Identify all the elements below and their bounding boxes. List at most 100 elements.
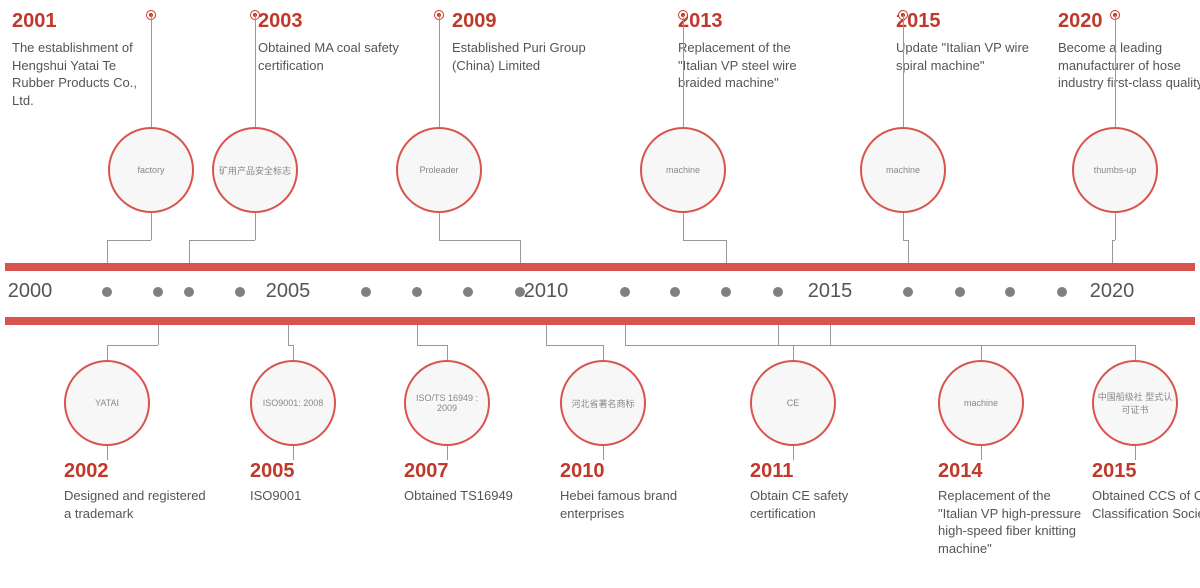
event-description: The establishment of Hengshui Yatai Te R… bbox=[12, 39, 162, 109]
connector bbox=[255, 15, 256, 127]
axis-labels: 2000 2005 2010 2015 2020 bbox=[0, 280, 1200, 308]
connector bbox=[903, 213, 904, 240]
connector bbox=[981, 345, 982, 360]
event-description: Hebei famous brand enterprises bbox=[560, 487, 710, 522]
connector bbox=[158, 325, 159, 345]
connector bbox=[546, 345, 603, 346]
connector bbox=[107, 345, 158, 346]
connector bbox=[726, 240, 727, 263]
axis-label: 2015 bbox=[808, 280, 853, 303]
event-year: 2005 bbox=[250, 460, 400, 483]
event-description: Obtain CE safety certification bbox=[750, 487, 900, 522]
event-year: 2015 bbox=[896, 10, 1046, 33]
connector bbox=[603, 345, 604, 360]
connector bbox=[189, 240, 190, 263]
event-image-circle: Proleader bbox=[396, 127, 482, 213]
event-image-circle: ISO9001: 2008 bbox=[250, 360, 336, 446]
event-image-circle: machine bbox=[640, 127, 726, 213]
event-image-circle: 矿用产品安全标志 bbox=[212, 127, 298, 213]
connector bbox=[903, 15, 904, 127]
connector bbox=[520, 240, 521, 263]
axis-tick-dot bbox=[1005, 287, 1015, 297]
event-year: 2002 bbox=[64, 460, 214, 483]
event-image-circle: thumbs-up bbox=[1072, 127, 1158, 213]
event-year: 2013 bbox=[678, 10, 828, 33]
event-image-circle: CE bbox=[750, 360, 836, 446]
connector bbox=[417, 325, 418, 345]
connector bbox=[981, 446, 982, 460]
event-year: 2001 bbox=[12, 10, 162, 33]
event-description: Designed and registered a trademark bbox=[64, 487, 214, 522]
event-description: Established Puri Group (China) Limited bbox=[452, 39, 602, 74]
connector bbox=[778, 325, 779, 345]
connector bbox=[439, 240, 520, 241]
axis-tick-dot bbox=[102, 287, 112, 297]
connector bbox=[1135, 345, 1136, 360]
event-image-circle: 河北省著名商标 bbox=[560, 360, 646, 446]
connector bbox=[447, 345, 448, 360]
timeline-event-top: 2015 Update "Italian VP wire spiral machi… bbox=[896, 10, 1046, 74]
connector bbox=[417, 345, 447, 346]
connector bbox=[683, 240, 726, 241]
connector bbox=[293, 345, 294, 360]
timeline-event-bottom: 2002 Designed and registered a trademark bbox=[64, 460, 214, 522]
axis-tick-dot bbox=[412, 287, 422, 297]
axis-band: 2000 2005 2010 2015 2020 bbox=[0, 263, 1200, 325]
event-image-circle: 中国船级社 型式认可证书 bbox=[1092, 360, 1178, 446]
connector bbox=[683, 15, 684, 127]
connector bbox=[546, 325, 547, 345]
connector bbox=[151, 213, 152, 240]
axis-line-bottom bbox=[5, 317, 1195, 325]
event-image-circle: machine bbox=[938, 360, 1024, 446]
connector bbox=[603, 446, 604, 460]
axis-tick-dot bbox=[620, 287, 630, 297]
axis-tick-dot bbox=[903, 287, 913, 297]
event-description: ISO9001 bbox=[250, 487, 400, 505]
axis-tick-dot bbox=[955, 287, 965, 297]
connector bbox=[1115, 213, 1116, 240]
axis-tick-dot bbox=[184, 287, 194, 297]
axis-tick-dot bbox=[773, 287, 783, 297]
event-description: Obtained TS16949 bbox=[404, 487, 554, 505]
timeline-event-bottom: 2010Hebei famous brand enterprises bbox=[560, 460, 710, 522]
axis-tick-dot bbox=[361, 287, 371, 297]
axis-tick-dot bbox=[1057, 287, 1067, 297]
connector bbox=[439, 15, 440, 127]
event-year: 2020 bbox=[1058, 10, 1200, 33]
timeline-event-top: 2009Established Puri Group (China) Limit… bbox=[452, 10, 602, 74]
axis-tick-dot bbox=[235, 287, 245, 297]
event-image-circle: factory bbox=[108, 127, 194, 213]
connector bbox=[1115, 15, 1116, 127]
timeline-event-top: 2003Obtained MA coal safety certificatio… bbox=[258, 10, 408, 74]
event-image-circle: machine bbox=[860, 127, 946, 213]
axis-label: 2020 bbox=[1090, 280, 1135, 303]
event-description: Obtained CCS of China Classification Soc… bbox=[1092, 487, 1200, 522]
connector bbox=[107, 345, 108, 360]
connector bbox=[447, 446, 448, 460]
connector bbox=[830, 345, 1135, 346]
connector bbox=[908, 240, 909, 263]
connector bbox=[793, 446, 794, 460]
connector bbox=[683, 213, 684, 240]
axis-tick-dot bbox=[153, 287, 163, 297]
axis-label: 2000 bbox=[8, 280, 53, 303]
timeline-event-bottom: 2011 Obtain CE safety certification bbox=[750, 460, 900, 522]
event-description: Become a leading manufacturer of hose in… bbox=[1058, 39, 1200, 92]
event-description: Update "Italian VP wire spiral machine" bbox=[896, 39, 1046, 74]
axis-label: 2010 bbox=[524, 280, 569, 303]
connector bbox=[625, 325, 626, 345]
event-year: 2007 bbox=[404, 460, 554, 483]
connector bbox=[107, 240, 108, 263]
connector bbox=[830, 325, 831, 345]
timeline-event-top: 2001 The establishment of Hengshui Yatai … bbox=[12, 10, 162, 109]
connector bbox=[293, 446, 294, 460]
event-image-circle: ISO/TS 16949 : 2009 bbox=[404, 360, 490, 446]
axis-label: 2005 bbox=[266, 280, 311, 303]
connector bbox=[1112, 240, 1113, 263]
timeline-event-top: 2013Replacement of the "Italian VP steel… bbox=[678, 10, 828, 92]
connector bbox=[793, 345, 794, 360]
event-year: 2011 bbox=[750, 460, 900, 483]
timeline-event-bottom: 2015Obtained CCS of China Classification… bbox=[1092, 460, 1200, 522]
connector bbox=[255, 213, 256, 240]
connector bbox=[625, 345, 793, 346]
